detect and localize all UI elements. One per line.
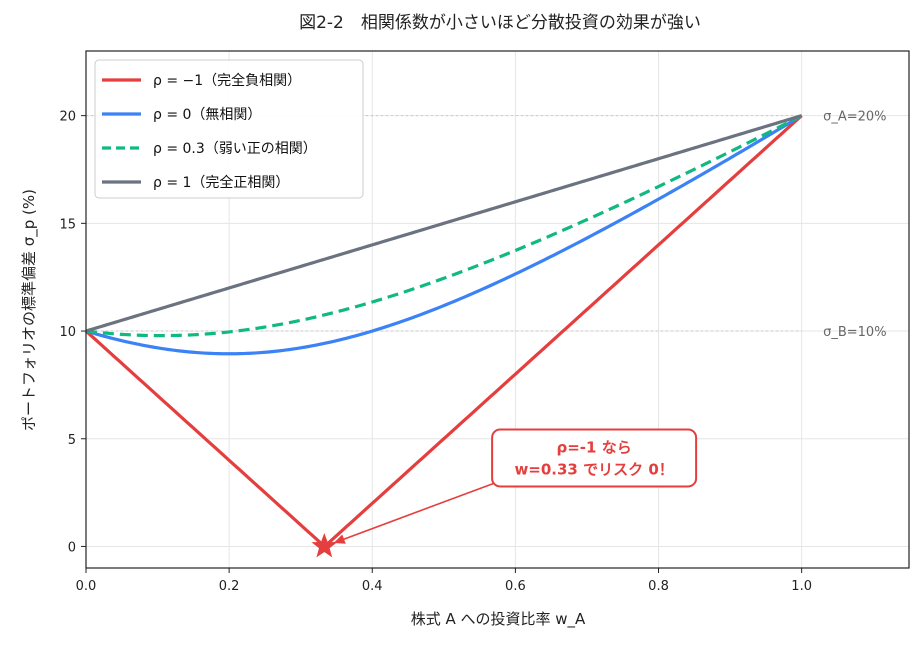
- legend-label: ρ = −1（完全負相関）: [153, 72, 301, 89]
- x-axis-label: 株式 A への投資比率 w_A: [411, 610, 586, 629]
- side-labels: σ_A=20% σ_B=10%: [86, 110, 887, 340]
- legend-label: ρ = 0（無相関）: [153, 107, 261, 123]
- annotation-text: w=0.33 でリスク 0！: [514, 460, 673, 478]
- legend-box: [94, 59, 364, 199]
- annotation-arrowhead: [333, 534, 346, 544]
- plot-frame: [85, 50, 910, 569]
- y-tick-label: 15: [59, 217, 76, 232]
- y-tick-label: 5: [68, 433, 76, 448]
- x-ticks: 0.0 0.2 0.4 0.6 0.8 1.0: [76, 568, 812, 594]
- x-tick-label: 1.0: [791, 579, 812, 594]
- x-tick-label: 0.2: [219, 579, 240, 594]
- side-label: σ_B=10%: [823, 325, 886, 340]
- x-tick-label: 0.8: [648, 579, 669, 594]
- annotation-text: ρ=-1 なら: [557, 438, 632, 456]
- x-tick-label: 0.6: [505, 579, 526, 594]
- series-line: [85, 114, 803, 338]
- y-tick-label: 0: [68, 540, 76, 555]
- annotation-box: [491, 428, 698, 488]
- y-ticks: 0 5 10 15 20: [59, 110, 86, 555]
- series-line: [85, 114, 803, 356]
- chart-title: 図2-2 相関係数が小さいほど分散投資の効果が強い: [299, 13, 701, 33]
- series-lines: [84, 114, 803, 547]
- x-tick-label: 0.4: [362, 579, 383, 594]
- series-line: [84, 114, 803, 547]
- y-tick-label: 20: [59, 110, 76, 125]
- side-label: σ_A=20%: [823, 110, 886, 125]
- x-tick-label: 0.0: [76, 579, 97, 594]
- y-axis-label: ポートフォリオの標準偏差 σ_p (%): [20, 189, 39, 431]
- min-risk-star: [311, 533, 338, 558]
- annotation: ρ=-1 なら w=0.33 でリスク 0！: [311, 428, 698, 558]
- legend: ρ = −1（完全負相関） ρ = 0（無相関） ρ = 0.3（弱い正の相関） ρ …: [94, 59, 364, 199]
- legend-label: ρ = 0.3（弱い正の相関）: [153, 141, 317, 157]
- legend-label: ρ = 1（完全正相関）: [153, 174, 289, 191]
- series-line: [85, 114, 803, 333]
- annotation-arrow: [333, 481, 497, 544]
- y-tick-label: 10: [59, 325, 76, 340]
